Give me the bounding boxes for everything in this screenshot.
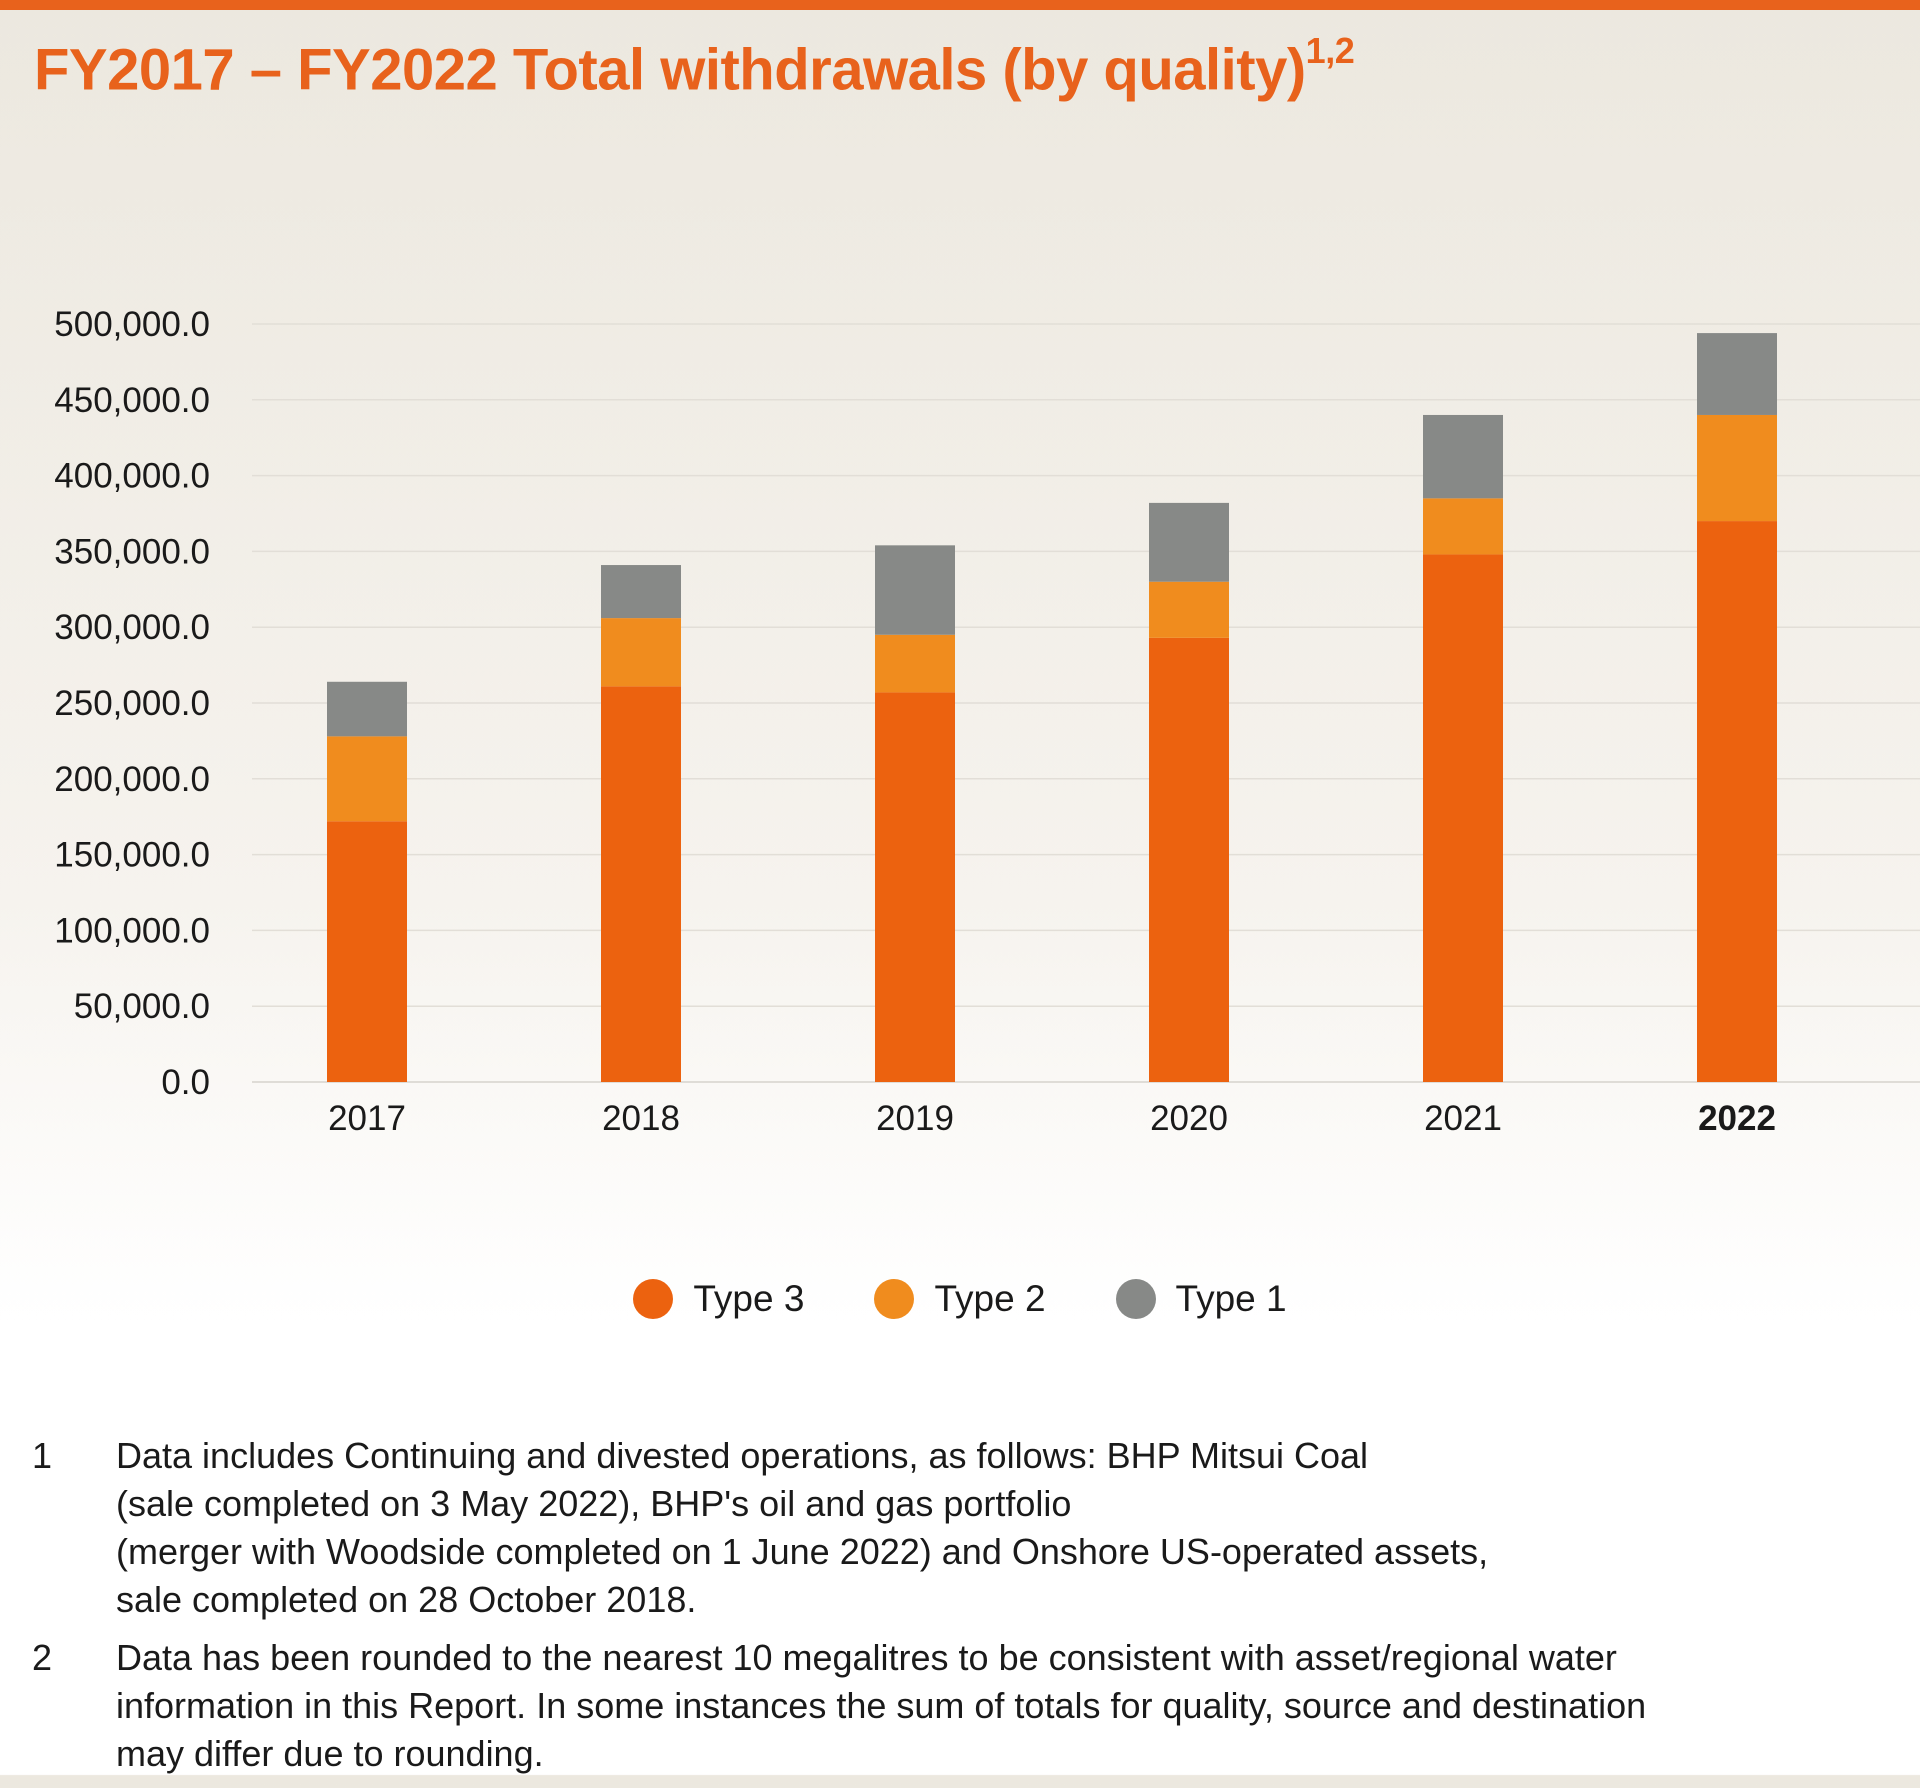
bar-segment-type-3-2017: [327, 821, 407, 1082]
top-rule: [0, 0, 1920, 10]
y-tick-label: 350,000.0: [54, 532, 210, 571]
legend-swatch: [633, 1279, 674, 1319]
footnote-number: 1: [32, 1435, 53, 1476]
x-tick-label: 2017: [328, 1099, 406, 1138]
footnote-text: Data has been rounded to the nearest 10 …: [116, 1634, 1646, 1778]
legend-swatch: [1115, 1279, 1156, 1319]
footnote-line: (sale completed on 3 May 2022), BHP's oi…: [116, 1483, 1072, 1524]
bar-segment-type-1-2018: [601, 565, 681, 619]
y-tick-label: 450,000.0: [54, 381, 210, 420]
footnote-text: Data includes Continuing and divested op…: [116, 1432, 1488, 1624]
gridlines: [252, 323, 1920, 1083]
x-tick-label: 2018: [602, 1099, 680, 1138]
x-tick-label: 2020: [1150, 1099, 1228, 1138]
bar-segment-type-1-2020: [1149, 502, 1229, 582]
y-tick-label: 0.0: [161, 1063, 210, 1102]
y-axis-ticks: 0.0 50,000.0 100,000.0 150,000.0 200,000.0 25…: [54, 305, 210, 1102]
bars: [327, 333, 1777, 1082]
legend-item: Type 2: [874, 1278, 1046, 1320]
stacked-bar-chart: 0.0 50,000.0 100,000.0 150,000.0 200,000.0 25…: [54, 305, 1920, 1138]
bar-segment-type-2-2019: [875, 634, 955, 693]
legend-item: Type 3: [633, 1278, 804, 1320]
footnote: 2 Data has been rounded to the nearest 10…: [32, 1634, 1892, 1778]
footnote-line: may differ due to rounding.: [116, 1733, 544, 1774]
bar-segment-type-3-2021: [1423, 554, 1503, 1082]
bar-segment-type-2-2020: [1149, 581, 1229, 638]
bar-segment-type-1-2019: [875, 545, 955, 635]
footnote-number: 2: [32, 1637, 53, 1678]
bar-segment-type-2-2021: [1423, 498, 1503, 555]
bar-segment-type-1-2021: [1423, 414, 1503, 499]
bar-segment-type-2-2022: [1697, 414, 1777, 522]
bar-segment-type-3-2018: [601, 686, 681, 1082]
x-tick-label: 2021: [1424, 1099, 1502, 1138]
footnote-line: Data includes Continuing and divested op…: [116, 1435, 1369, 1476]
bar-segment-type-2-2017: [327, 736, 407, 822]
footnote-line: (merger with Woodside completed on 1 Jun…: [116, 1531, 1489, 1572]
legend: Type 3 Type 2 Type 1: [0, 1278, 1920, 1320]
footnote-line: information in this Report. In some inst…: [116, 1685, 1647, 1726]
legend-swatch: [874, 1279, 915, 1319]
legend-label: Type 1: [1175, 1278, 1287, 1319]
chart-title: FY2017 – FY2022 Total withdrawals (by qu…: [34, 30, 1355, 103]
legend-label: Type 3: [693, 1278, 805, 1319]
y-tick-label: 250,000.0: [54, 684, 210, 723]
y-tick-label: 500,000.0: [54, 305, 210, 344]
bar-segment-type-3-2022: [1697, 521, 1777, 1082]
bar-segment-type-1-2022: [1697, 333, 1777, 415]
bar-segment-type-2-2018: [601, 618, 681, 687]
bar-segment-type-3-2020: [1149, 637, 1229, 1082]
y-tick-label: 100,000.0: [54, 911, 210, 950]
y-tick-label: 200,000.0: [54, 760, 210, 799]
x-axis-ticks: 2017 2018 2019 2020 2021 2022: [328, 1099, 1776, 1138]
y-tick-label: 400,000.0: [54, 457, 210, 496]
bar-segment-type-3-2019: [875, 692, 955, 1082]
legend-label: Type 2: [934, 1278, 1046, 1319]
chart-title-text: FY2017 – FY2022 Total withdrawals (by qu…: [34, 37, 1306, 103]
bar-segment-type-1-2017: [327, 681, 407, 737]
footnote-line: Data has been rounded to the nearest 10 …: [116, 1637, 1617, 1678]
title-footnote-ref: 1,2: [1305, 30, 1355, 71]
legend-item: Type 1: [1115, 1278, 1287, 1320]
footnote: 1 Data includes Continuing and divested o…: [32, 1432, 1892, 1624]
y-tick-label: 150,000.0: [54, 836, 210, 875]
footnotes: 1 Data includes Continuing and divested o…: [32, 1432, 1892, 1788]
y-tick-label: 300,000.0: [54, 608, 210, 647]
x-tick-label: 2019: [876, 1099, 954, 1138]
x-tick-label: 2022: [1698, 1099, 1776, 1138]
y-tick-label: 50,000.0: [74, 987, 210, 1026]
footnote-line: sale completed on 28 October 2018.: [116, 1579, 697, 1620]
